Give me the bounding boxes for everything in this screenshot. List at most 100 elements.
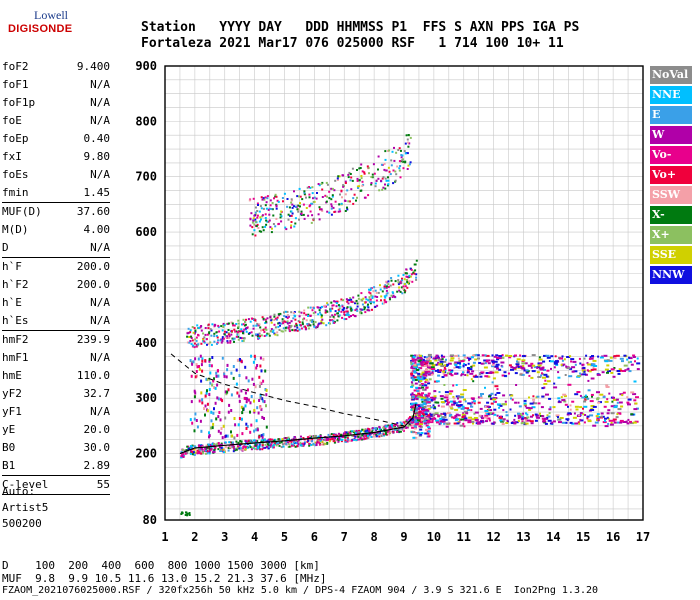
echo-point: [443, 422, 446, 425]
echo-point: [261, 415, 264, 419]
echo-point: [568, 375, 573, 378]
param-value: 1.45: [83, 186, 111, 199]
echo-point: [252, 327, 255, 330]
echo-point: [338, 203, 341, 206]
param-row: hmE 110.0: [2, 367, 110, 385]
echo-point: [326, 210, 329, 213]
echo-point: [489, 371, 493, 374]
echo-point: [468, 416, 473, 419]
echo-point: [237, 338, 240, 341]
echo-point: [245, 330, 248, 333]
echo-point: [527, 364, 532, 367]
echo-point: [464, 356, 467, 359]
echo-point: [390, 294, 393, 297]
echo-point: [340, 298, 343, 301]
echo-point: [346, 310, 349, 313]
echo-point: [607, 422, 610, 425]
echo-point: [484, 386, 486, 389]
echo-point: [431, 371, 434, 374]
echo-point: [301, 321, 304, 324]
echo-point: [193, 454, 196, 456]
x-tick-label: 13: [516, 530, 530, 544]
echo-point: [361, 303, 364, 306]
echo-point: [632, 356, 636, 358]
echo-point: [208, 364, 211, 367]
echo-point: [356, 302, 359, 305]
echo-point: [493, 355, 497, 358]
echo-point: [256, 202, 259, 205]
echo-point: [347, 200, 350, 203]
echo-point: [303, 191, 306, 194]
echo-point: [361, 180, 364, 183]
echo-point: [300, 327, 303, 330]
echo-point: [370, 301, 373, 304]
echo-point: [484, 362, 487, 365]
echo-point: [388, 433, 391, 436]
echo-point: [318, 184, 321, 187]
auto-line3: 500200: [2, 517, 42, 530]
echo-point: [418, 367, 423, 370]
echo-point: [582, 373, 587, 376]
echo-point: [310, 435, 313, 438]
echo-point: [191, 453, 194, 456]
echo-point: [311, 186, 314, 189]
echo-point: [234, 330, 237, 333]
echo-point: [370, 182, 373, 184]
echo-point: [432, 413, 436, 416]
echo-point: [586, 369, 589, 372]
echo-point: [507, 372, 510, 375]
echo-point: [582, 366, 586, 369]
echo-point: [355, 439, 358, 441]
echo-point: [190, 374, 193, 378]
echo-point: [477, 421, 481, 424]
echo-point: [563, 400, 567, 403]
echo-point: [473, 402, 476, 405]
echo-point: [253, 410, 256, 414]
echo-point: [233, 417, 236, 420]
echo-point: [204, 452, 207, 455]
echo-point: [471, 370, 475, 373]
echo-point: [414, 269, 417, 272]
echo-point: [248, 199, 251, 202]
echo-point: [364, 430, 367, 433]
echo-point: [197, 326, 200, 329]
echo-point: [406, 275, 409, 278]
echo-point: [541, 415, 545, 418]
echo-point: [468, 368, 473, 371]
echo-point: [180, 455, 183, 458]
echo-point: [212, 411, 215, 415]
echo-point: [244, 321, 247, 323]
echo-point: [242, 330, 245, 333]
echo-point: [306, 438, 309, 441]
echo-point: [296, 195, 299, 198]
echo-point: [379, 284, 381, 287]
echo-point: [231, 322, 234, 325]
echo-point: [420, 405, 424, 407]
echo-point: [427, 392, 431, 395]
echo-point: [347, 439, 349, 442]
echo-point: [282, 445, 285, 448]
echo-point: [427, 401, 431, 404]
echo-point: [338, 175, 341, 178]
echo-point: [308, 327, 310, 330]
echo-point: [255, 419, 258, 423]
echo-point: [603, 405, 607, 408]
echo-point: [338, 437, 341, 440]
echo-point: [393, 159, 396, 162]
echo-point: [257, 227, 260, 229]
echo-point: [307, 315, 309, 317]
echo-point: [266, 220, 269, 223]
echo-point: [240, 328, 243, 331]
echo-point: [538, 358, 543, 361]
param-value: 55: [96, 478, 110, 491]
echo-point: [313, 307, 315, 310]
echo-point: [334, 200, 337, 203]
echo-point: [429, 413, 433, 416]
echo-point: [338, 436, 340, 439]
echo-point: [610, 371, 614, 374]
echo-point: [280, 441, 283, 444]
echo-point: [472, 361, 476, 364]
echo-point: [252, 219, 255, 222]
echo-point: [427, 430, 431, 433]
echo-point: [349, 173, 352, 175]
